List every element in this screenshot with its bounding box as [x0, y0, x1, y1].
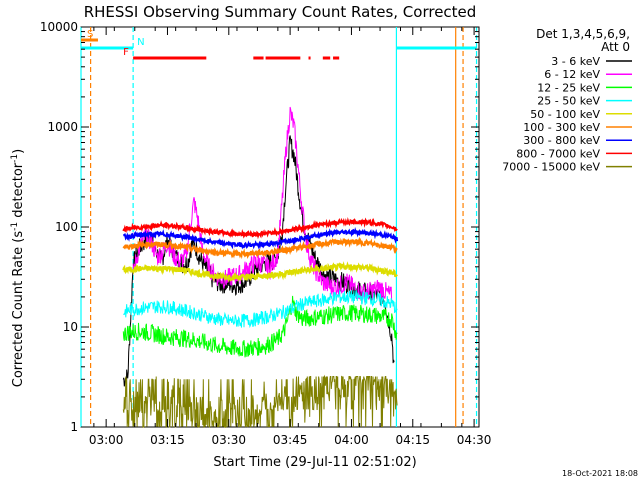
legend-label: 7000 - 15000 keV [502, 161, 600, 174]
series-line-8 [122, 374, 398, 429]
legend-label: 12 - 25 keV [537, 81, 600, 94]
y-tick-label: 1000 [47, 120, 78, 134]
y-axis-ticks: 1 10 100 1000 10000 [40, 20, 479, 434]
x-tick-label: 04:15 [395, 433, 430, 447]
series-lines [122, 106, 399, 429]
legend-label: 100 - 300 keV [523, 121, 600, 134]
legend-label: 50 - 100 keV [530, 108, 600, 121]
legend-label: 6 - 12 keV [544, 68, 600, 81]
x-tick-label: 03:45 [273, 433, 308, 447]
y-tick-label: 100 [55, 220, 78, 234]
legend-header-detectors: Det 1,3,4,5,6,9, [536, 27, 630, 41]
y-axis-label-sup2: -1 [10, 154, 20, 163]
chart-title: RHESSI Observing Summary Count Rates, Co… [84, 3, 477, 21]
series-line-7 [122, 217, 398, 240]
y-tick-label: 1 [70, 420, 78, 434]
flag-bars: S NF [81, 29, 477, 60]
y-axis-label-mid: detector [11, 162, 26, 222]
vertical-markers [80, 27, 478, 427]
legend-label: 3 - 6 keV [551, 55, 600, 68]
legend-header-attenuator: Att 0 [601, 40, 630, 54]
series-line-1 [132, 106, 393, 303]
series-line-5 [122, 236, 398, 260]
flag-label-F: F [123, 47, 129, 58]
y-axis-label-sup1: -1 [10, 222, 20, 231]
legend-label: 300 - 800 keV [523, 134, 600, 147]
series-line-4 [122, 261, 398, 283]
y-axis-label: Corrected Count Rate (s-1 detector-1) [10, 149, 26, 387]
x-tick-label: 04:30 [457, 433, 492, 447]
x-tick-label: 03:00 [89, 433, 124, 447]
legend-label: 800 - 7000 keV [516, 147, 600, 160]
x-tick-label: 03:15 [150, 433, 185, 447]
x-axis-label: Start Time (29-Jul-11 02:51:02) [213, 455, 416, 470]
footer-timestamp: 18-Oct-2021 18:08 [562, 469, 638, 478]
legend-label: 25 - 50 keV [537, 95, 600, 108]
flag-label-S: S [87, 29, 93, 40]
x-tick-label: 03:30 [211, 433, 246, 447]
y-tick-label: 10 [63, 320, 78, 334]
plot-area: S NF [80, 26, 480, 429]
y-axis-label-main: Corrected Count Rate (s [11, 231, 26, 388]
flag-label-N: N [137, 37, 144, 48]
x-axis-ticks: 03:00 03:15 03:30 03:45 04:00 04:15 04:30 [89, 27, 492, 447]
series-line-3 [122, 289, 398, 329]
series-line-6 [122, 226, 399, 250]
y-axis-label-end: ) [11, 149, 26, 154]
x-tick-label: 04:00 [334, 433, 369, 447]
y-tick-label: 10000 [40, 20, 78, 34]
series-line-2 [122, 295, 398, 358]
